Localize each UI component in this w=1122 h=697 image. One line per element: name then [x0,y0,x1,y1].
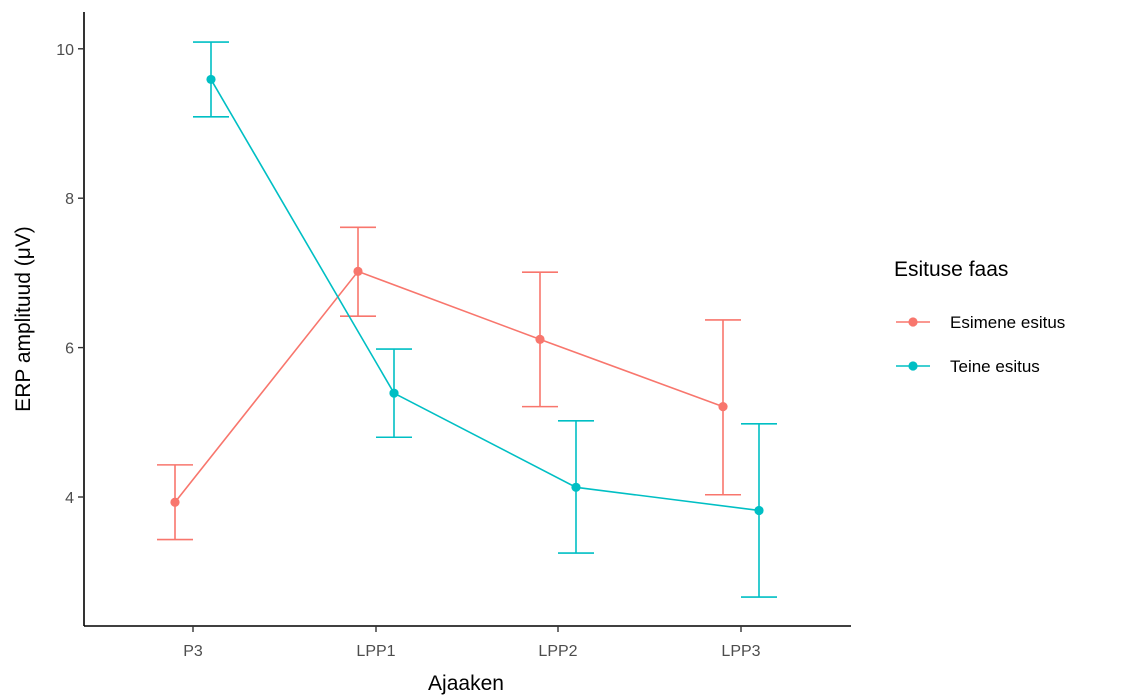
x-tick-label: LPP3 [721,643,760,660]
x-tick-label: LPP2 [538,643,577,660]
legend: Esituse faas Esimene esitus Teine esitus [894,258,1065,376]
data-point [353,266,363,277]
data-point [389,388,399,398]
legend-key-point [908,361,918,371]
series-line [210,79,760,512]
series-line [174,270,724,503]
y-tick-label: 8 [65,191,74,208]
x-tick-label: LPP1 [356,643,395,660]
x-tick-label: P3 [183,643,203,660]
data-point [718,402,728,412]
y-tick-label: 4 [65,490,74,507]
legend-entry: Esimene esitus [896,313,1065,332]
x-axis-ticks: P3 LPP1 LPP2 LPP3 [183,626,761,660]
legend-key-point [908,317,918,327]
data-point [170,497,180,507]
y-axis-title: ERP amplituud (μV) [12,226,35,412]
data-point [206,74,216,85]
legend-title: Esituse faas [894,258,1008,281]
y-axis-ticks: 4 6 8 10 [56,42,84,507]
plot-area [157,41,777,598]
legend-entry: Teine esitus [896,357,1040,376]
data-point [571,482,581,492]
y-tick-label: 10 [56,42,74,59]
legend-label: Esimene esitus [950,313,1065,332]
data-point [754,505,764,516]
x-axis-title: Ajaaken [428,672,504,695]
legend-label: Teine esitus [950,357,1040,376]
y-tick-label: 6 [65,341,74,358]
data-point [535,334,545,344]
